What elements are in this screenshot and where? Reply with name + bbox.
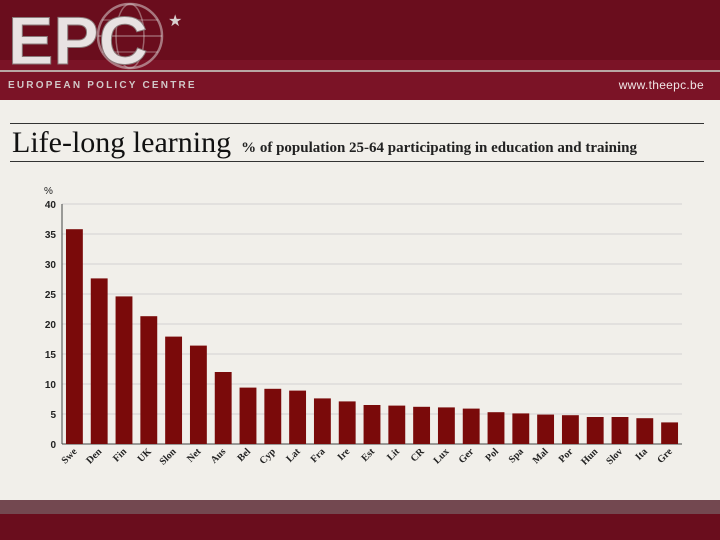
x-tick-label: Fra [309,446,328,465]
y-tick-label: 25 [45,290,57,301]
epc-logo: EPC ★ EUROPEAN POLICY CENTRE [8,2,197,92]
bar [487,412,505,444]
logo-tagline: EUROPEAN POLICY CENTRE [8,80,197,91]
bar [115,296,133,444]
x-tick-label: Gre [655,446,675,466]
x-tick-label: Est [360,446,378,464]
y-tick-label: 30 [45,260,57,271]
page-title: Life-long learning [12,126,232,159]
logo-text: EPC [8,3,148,79]
x-tick-label: Por [557,446,576,465]
bar [65,229,83,444]
bar [165,336,183,444]
x-tick-label: CR [409,446,428,465]
title-rule-bottom [10,161,704,162]
x-tick-label: Fin [111,446,129,464]
header-rule [0,70,720,72]
x-tick-label: UK [136,446,155,465]
bar [388,405,406,444]
x-tick-label: Spa [507,446,526,465]
bar [90,278,108,444]
star-icon: ★ [168,11,182,30]
bar [636,418,654,444]
bar-chart: 0 5 10 15 20 25 30 35 40 Swe Den Fin UK Slon Net Aus Be… [44,186,682,468]
x-tick-label: Den [84,446,104,466]
x-tick-label: Net [185,446,204,465]
bar [413,406,431,444]
bar [214,372,232,444]
title-row: Life-long learning % of population 25-64… [12,126,712,160]
y-tick-labels: 0 5 10 15 20 25 30 35 40 [45,200,57,451]
y-tick-label: 20 [45,320,57,331]
footer-band [0,500,720,514]
bar [239,387,257,444]
x-tick-label: Mal [531,446,551,466]
x-tick-label: Hun [579,446,600,467]
bar [140,316,158,444]
bar [462,408,480,444]
page-subtitle: % of population 25-64 participating in e… [241,140,637,156]
y-tick-label: 15 [45,350,57,361]
bar [437,407,455,444]
y-tick-label: 35 [45,230,57,241]
bar [363,405,381,444]
x-tick-label: Ger [457,446,477,466]
globe-icon [96,2,164,70]
bar [661,422,679,444]
x-tick-label: Slon [158,446,179,467]
title-rule-top [10,123,704,124]
y-axis-label: % [44,186,53,197]
y-tick-label: 5 [50,410,56,421]
bar [586,417,604,444]
bar [611,417,629,444]
y-tick-label: 40 [45,200,57,211]
x-tick-label: Lux [432,446,452,466]
y-tick-label: 0 [50,440,56,451]
x-tick-labels: Swe Den Fin UK Slon Net Aus Bel Cyp Lat Fra Ire Est L… [60,446,676,468]
x-tick-label: Ire [336,446,353,463]
y-tick-label: 10 [45,380,57,391]
x-tick-label: Lat [284,446,303,465]
x-tick-label: Swe [60,446,80,466]
x-tick-label: Aus [209,446,229,466]
bar [289,390,307,444]
x-tick-label: Ita [633,446,649,462]
bar [338,401,356,444]
bar [313,398,331,444]
bar [537,414,555,444]
bar [189,345,207,444]
bar [561,415,579,444]
x-tick-label: Pol [484,446,502,464]
site-url[interactable]: www.theepc.be [618,78,704,92]
x-tick-label: Lit [385,446,402,463]
x-tick-label: Bel [236,446,254,464]
bar [264,388,282,444]
x-tick-label: Slov [604,446,625,467]
bars [65,229,679,444]
bar [512,413,530,444]
x-tick-label: Cyp [258,446,279,467]
